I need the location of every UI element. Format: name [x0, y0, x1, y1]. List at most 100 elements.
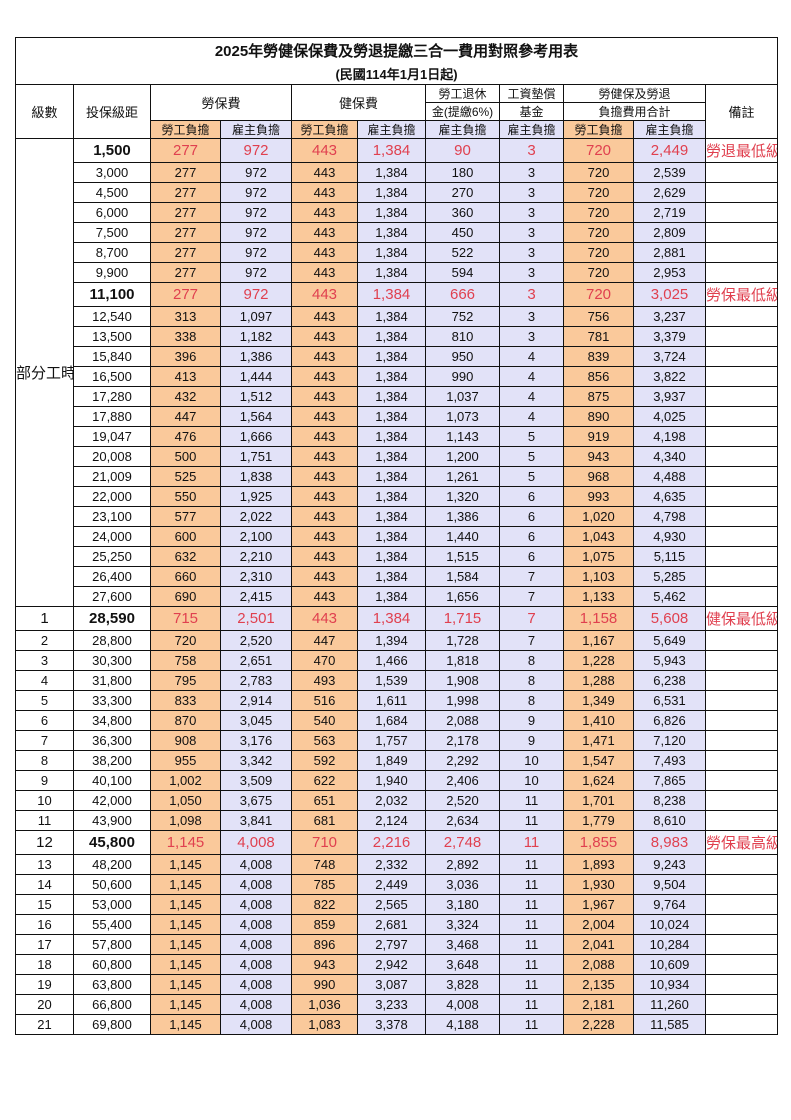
- cell-wage-fund-employer: 3: [499, 162, 564, 183]
- cell-labor-employer: 1,838: [220, 466, 292, 487]
- cell-pension-employer: 1,715: [425, 606, 500, 631]
- cell-health-worker: 443: [291, 566, 358, 587]
- cell-grade: 8: [15, 750, 74, 771]
- cell-labor-worker: 1,145: [150, 994, 221, 1015]
- table-row: 6,000 277 972 443 1,384 360 3 720 2,719: [16, 202, 778, 223]
- cell-labor-worker: 447: [150, 406, 221, 427]
- cell-total-employer: 11,260: [633, 994, 706, 1015]
- cell-bracket: 40,100: [73, 770, 151, 791]
- cell-total-worker: 1,967: [563, 894, 634, 915]
- subheader-worker: 勞工負擔: [563, 120, 634, 139]
- table-row: 15,840 396 1,386 443 1,384 950 4 839 3,724: [16, 346, 778, 367]
- cell-labor-employer: 1,386: [220, 346, 292, 367]
- cell-grade: 18: [15, 954, 74, 975]
- cell-total-employer: 7,493: [633, 750, 706, 771]
- cell-labor-worker: 432: [150, 386, 221, 407]
- cell-total-worker: 2,041: [563, 934, 634, 955]
- cell-wage-fund-employer: 6: [499, 546, 564, 567]
- table-row: 12 45,800 1,145 4,008 710 2,216 2,748 11 1,855 8,…: [15, 830, 778, 855]
- cell-note: [705, 202, 778, 223]
- cell-wage-fund-employer: 10: [499, 770, 564, 791]
- cell-wage-fund-employer: 8: [499, 670, 564, 691]
- cell-health-worker: 470: [291, 650, 358, 671]
- cell-health-worker: 563: [291, 730, 358, 751]
- cell-bracket: 16,500: [73, 366, 151, 387]
- cell-pension-employer: 4,008: [425, 994, 500, 1015]
- cell-labor-worker: 413: [150, 366, 221, 387]
- cell-health-employer: 1,384: [357, 222, 426, 243]
- cell-total-employer: 9,764: [633, 894, 706, 915]
- cell-pension-employer: 3,324: [425, 914, 500, 935]
- cell-health-employer: 1,757: [357, 730, 426, 751]
- cell-wage-fund-employer: 11: [499, 790, 564, 811]
- cell-wage-fund-employer: 9: [499, 710, 564, 731]
- cell-labor-employer: 4,008: [220, 954, 292, 975]
- cell-health-employer: 1,384: [357, 606, 426, 631]
- cell-health-employer: 1,384: [357, 406, 426, 427]
- cell-labor-worker: 476: [150, 426, 221, 447]
- cell-note: [705, 974, 778, 995]
- header-bracket: 投保級距: [73, 84, 151, 139]
- cell-total-worker: 1,779: [563, 810, 634, 831]
- cell-pension-employer: 1,818: [425, 650, 500, 671]
- table-row: 7,500 277 972 443 1,384 450 3 720 2,809: [16, 222, 778, 243]
- cell-pension-employer: 2,292: [425, 750, 500, 771]
- cell-total-worker: 943: [563, 446, 634, 467]
- cell-wage-fund-employer: 6: [499, 526, 564, 547]
- cell-pension-employer: 1,261: [425, 466, 500, 487]
- cell-total-employer: 7,120: [633, 730, 706, 751]
- cell-labor-worker: 660: [150, 566, 221, 587]
- cell-pension-employer: 2,088: [425, 710, 500, 731]
- cell-health-employer: 1,384: [357, 282, 426, 307]
- cell-pension-employer: 3,468: [425, 934, 500, 955]
- cell-total-worker: 1,075: [563, 546, 634, 567]
- cell-total-worker: 968: [563, 466, 634, 487]
- cell-pension-employer: 522: [425, 242, 500, 263]
- cell-total-worker: 1,158: [563, 606, 634, 631]
- cell-health-worker: 443: [291, 306, 358, 327]
- table-row: 13 48,200 1,145 4,008 748 2,332 2,892 11 1,893 9,…: [15, 854, 778, 875]
- cell-pension-employer: 1,584: [425, 566, 500, 587]
- cell-bracket: 11,100: [73, 282, 151, 307]
- cell-bracket: 13,500: [73, 326, 151, 347]
- cell-grade: 20: [15, 994, 74, 1015]
- cell-note: [705, 326, 778, 347]
- header-health: 健保費: [291, 84, 426, 121]
- cell-total-employer: 6,238: [633, 670, 706, 691]
- cell-total-worker: 1,471: [563, 730, 634, 751]
- cell-health-employer: 1,384: [357, 242, 426, 263]
- cell-total-worker: 1,701: [563, 790, 634, 811]
- cell-total-worker: 2,135: [563, 974, 634, 995]
- header-grade: 級數: [15, 84, 74, 139]
- cell-labor-employer: 4,008: [220, 1014, 292, 1035]
- cell-bracket: 27,600: [73, 586, 151, 607]
- cell-health-worker: 443: [291, 506, 358, 527]
- cell-pension-employer: 1,037: [425, 386, 500, 407]
- cell-grade: 5: [15, 690, 74, 711]
- cell-total-employer: 3,025: [633, 282, 706, 307]
- cell-bracket: 55,400: [73, 914, 151, 935]
- cell-labor-worker: 550: [150, 486, 221, 507]
- cell-total-worker: 1,930: [563, 874, 634, 895]
- cell-total-worker: 720: [563, 138, 634, 163]
- cell-total-worker: 2,181: [563, 994, 634, 1015]
- cell-note: [705, 730, 778, 751]
- cell-note: [705, 386, 778, 407]
- cell-health-employer: 1,684: [357, 710, 426, 731]
- table-row: 8 38,200 955 3,342 592 1,849 2,292 10 1,547 7,493: [15, 750, 778, 771]
- cell-note: [705, 466, 778, 487]
- cell-pension-employer: 1,200: [425, 446, 500, 467]
- cell-health-employer: 2,565: [357, 894, 426, 915]
- cell-total-employer: 10,934: [633, 974, 706, 995]
- cell-total-worker: 720: [563, 162, 634, 183]
- cell-health-employer: 2,797: [357, 934, 426, 955]
- cell-note: [705, 526, 778, 547]
- subheader-employer: 雇主負擔: [633, 120, 706, 139]
- cell-wage-fund-employer: 7: [499, 586, 564, 607]
- cell-bracket: 28,800: [73, 630, 151, 651]
- cell-bracket: 17,880: [73, 406, 151, 427]
- table-row: 27,600 690 2,415 443 1,384 1,656 7 1,133 5,462: [16, 586, 778, 607]
- cell-bracket: 28,590: [73, 606, 151, 631]
- cell-labor-worker: 1,050: [150, 790, 221, 811]
- cell-labor-employer: 1,666: [220, 426, 292, 447]
